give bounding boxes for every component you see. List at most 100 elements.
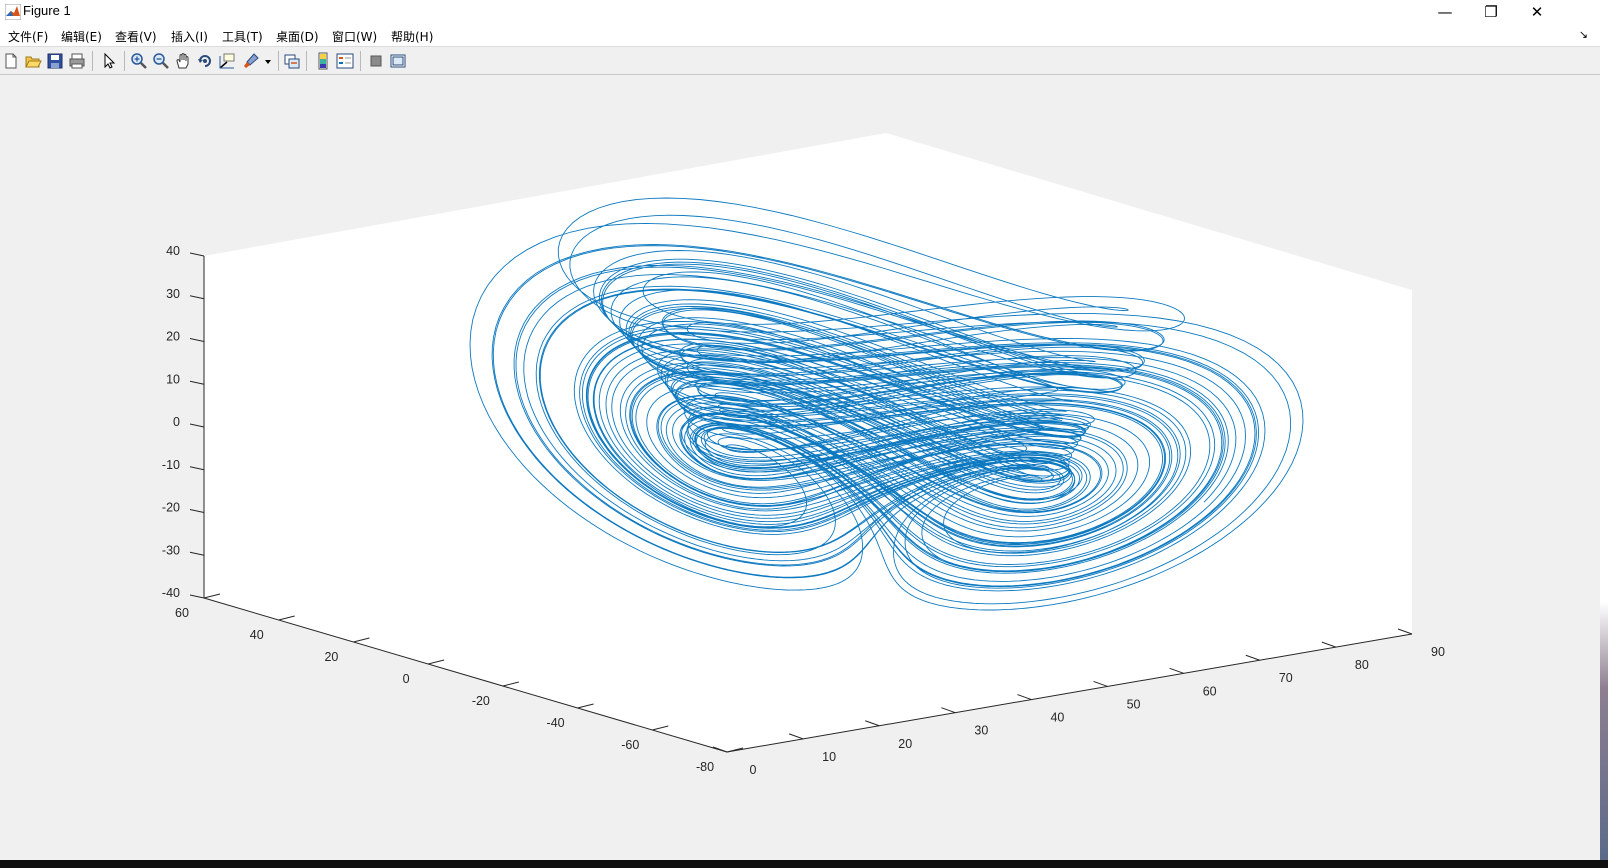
- x-tick-mark: [1397, 628, 1413, 635]
- x-tick-label: 90: [1431, 645, 1445, 659]
- z-tick-mark: [189, 551, 205, 556]
- axes-lines: [189, 252, 1413, 753]
- menu-tools[interactable]: 工具(T): [222, 30, 263, 44]
- z-tick-label: 40: [166, 244, 180, 258]
- x-tick-mark: [788, 733, 804, 740]
- y-tick-mark: [502, 681, 519, 687]
- menu-window[interactable]: 窗口(W): [332, 30, 378, 44]
- x-axis-line: [726, 633, 1413, 753]
- z-tick-mark: [189, 594, 205, 599]
- z-tick-mark: [189, 338, 205, 342]
- y-tick-mark: [203, 593, 221, 599]
- y-tick-label: 60: [175, 606, 189, 620]
- tick-labels: 0 10 20 30 40 50 60 70 80 90 60 40 20 0 -20 -40 -60 -80 40…: [162, 244, 1445, 777]
- x-tick-label: 40: [1050, 711, 1064, 725]
- y-tick-mark: [353, 637, 370, 643]
- hide-plot-tools-icon[interactable]: [367, 52, 385, 70]
- z-tick-label: -10: [162, 458, 180, 472]
- x-tick-label: 30: [974, 724, 988, 738]
- y-tick-label: -60: [621, 738, 639, 752]
- show-plot-tools-icon[interactable]: [389, 52, 407, 70]
- y-tick-mark: [278, 615, 295, 621]
- z-tick-mark: [189, 252, 205, 257]
- menu-edit[interactable]: 编辑(E): [61, 30, 102, 44]
- toolbar-separator: [360, 51, 361, 71]
- desktop-background: [1600, 0, 1608, 860]
- pan-hand-icon[interactable]: [174, 52, 192, 70]
- minimize-button[interactable]: —: [1437, 3, 1453, 21]
- x-tick-mark: [941, 707, 956, 714]
- open-file-icon[interactable]: [24, 52, 42, 70]
- y-tick-label: 20: [324, 650, 338, 664]
- y-tick-label: -80: [696, 760, 714, 774]
- y-tick-label: 0: [403, 672, 410, 686]
- x-tick-mark: [1017, 694, 1032, 701]
- z-tick-mark: [189, 295, 205, 300]
- new-figure-icon[interactable]: [2, 52, 20, 70]
- z-tick-label: 30: [166, 287, 180, 301]
- y-tick-mark: [726, 747, 744, 753]
- y-tick-mark: [428, 659, 445, 665]
- y-tick-mark: [577, 703, 594, 709]
- z-tick-label: -20: [162, 501, 180, 515]
- restore-button[interactable]: ❐: [1484, 3, 1498, 21]
- y-tick-mark: [652, 725, 669, 731]
- z-tick-mark: [189, 466, 205, 471]
- z-tick-label: 0: [173, 415, 180, 429]
- z-tick-mark: [189, 380, 205, 385]
- x-tick-mark: [1169, 667, 1184, 674]
- data-cursor-icon[interactable]: [218, 52, 236, 70]
- toolbar-separator: [278, 51, 279, 71]
- save-icon[interactable]: [46, 52, 64, 70]
- plot-3d[interactable]: 0 10 20 30 40 50 60 70 80 90 60 40 20 0 -20 -40 -60 -80 40…: [0, 75, 1600, 860]
- menu-help[interactable]: 帮助(H): [391, 30, 434, 44]
- print-icon[interactable]: [68, 52, 86, 70]
- link-plot-icon[interactable]: [283, 52, 301, 70]
- toolbar-separator: [92, 51, 93, 71]
- menu-desktop[interactable]: 桌面(D): [276, 30, 319, 44]
- z-tick-label: -40: [162, 586, 180, 600]
- toolbar-separator: [124, 51, 125, 71]
- y-axis-line: [203, 597, 728, 753]
- z-tick-mark: [189, 509, 205, 513]
- menu-bar: 文件(F) 编辑(E) 查看(V) 插入(I) 工具(T) 桌面(D) 窗口(W…: [0, 24, 1600, 47]
- x-tick-label: 10: [822, 750, 836, 764]
- figure-canvas[interactable]: 0 10 20 30 40 50 60 70 80 90 60 40 20 0 -20 -40 -60 -80 40…: [0, 75, 1600, 860]
- y-tick-label: -40: [547, 716, 565, 730]
- x-tick-mark: [1093, 680, 1108, 687]
- brush-icon[interactable]: [242, 52, 260, 70]
- z-tick-mark: [189, 423, 205, 428]
- x-tick-label: 20: [898, 737, 912, 751]
- x-tick-label: 50: [1127, 697, 1141, 711]
- attractor-trajectory: [469, 197, 1304, 611]
- rotate-3d-icon[interactable]: [196, 52, 214, 70]
- colorbar-icon[interactable]: [314, 52, 332, 70]
- x-tick-label: 70: [1279, 671, 1293, 685]
- y-tick-label: 40: [250, 628, 264, 642]
- menu-view[interactable]: 查看(V): [115, 30, 157, 44]
- x-tick-mark: [865, 720, 880, 727]
- close-button[interactable]: ✕: [1530, 3, 1544, 21]
- x-tick-mark: [1321, 641, 1337, 648]
- x-tick-mark: [1245, 654, 1260, 661]
- menu-file[interactable]: 文件(F): [8, 30, 49, 44]
- window-title: Figure 1: [23, 3, 71, 18]
- x-tick-label: 60: [1203, 684, 1217, 698]
- z-tick-label: 10: [166, 372, 180, 386]
- x-tick-mark: [712, 746, 728, 753]
- z-tick-label: -30: [162, 543, 180, 557]
- z-tick-label: 20: [166, 330, 180, 344]
- legend-icon[interactable]: [336, 52, 354, 70]
- x-tick-label: 0: [750, 763, 757, 777]
- zoom-in-icon[interactable]: [130, 52, 148, 70]
- x-tick-label: 80: [1355, 658, 1369, 672]
- menu-insert[interactable]: 插入(I): [171, 30, 208, 44]
- y-tick-label: -20: [472, 694, 490, 708]
- chevron-down-icon[interactable]: [264, 59, 272, 65]
- figure-toolbar: [0, 48, 1600, 75]
- title-bar[interactable]: Figure 1 — ❐ ✕: [0, 0, 1600, 24]
- select-arrow-icon[interactable]: [100, 52, 118, 70]
- dock-arrow-icon[interactable]: ↘: [1578, 28, 1588, 41]
- zoom-out-icon[interactable]: [152, 52, 170, 70]
